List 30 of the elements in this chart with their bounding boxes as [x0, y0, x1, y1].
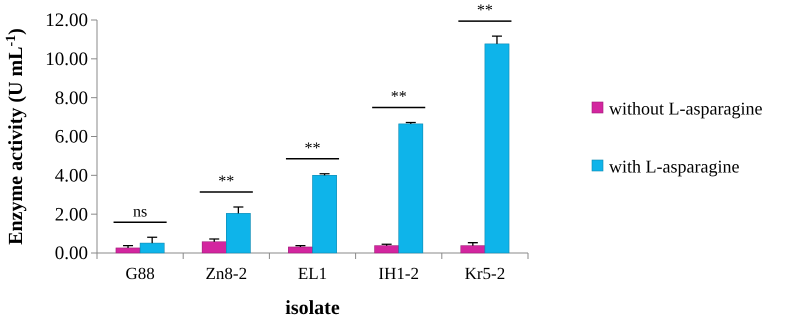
legend-label: without L-asparagine [609, 98, 762, 118]
y-tick-label: 2.00 [54, 204, 88, 226]
legend-label: with L-asparagine [609, 156, 740, 176]
x-tick-label: G88 [125, 264, 155, 284]
bar [116, 248, 140, 254]
bar [374, 245, 399, 254]
annotation: ns [132, 203, 148, 220]
bar [226, 213, 251, 254]
bar [460, 245, 486, 254]
bar [202, 241, 227, 254]
bar [312, 175, 337, 254]
bar [288, 246, 313, 254]
y-tick-label: 6.00 [54, 126, 88, 148]
x-tick-label: EL1 [298, 264, 328, 284]
bar [140, 242, 165, 254]
x-tick-label: Kr5-2 [464, 264, 506, 284]
y-tick-label: 0.00 [54, 243, 88, 264]
annotation: ** [390, 88, 407, 106]
x-tick-label: Zn8-2 [206, 264, 248, 284]
bar [484, 44, 510, 254]
annotation: ** [304, 140, 320, 157]
x-axis-title: isolate [285, 297, 340, 319]
y-tick-label: 10.00 [45, 48, 88, 70]
annotation: ** [218, 172, 234, 190]
y-tick-label: 8.00 [54, 88, 88, 109]
y-tick-label: 12.00 [45, 10, 88, 32]
bar [398, 124, 424, 254]
y-tick-label: 4.00 [54, 165, 88, 186]
text: ** [476, 2, 493, 20]
x-tick-label: IH1-2 [378, 264, 420, 284]
